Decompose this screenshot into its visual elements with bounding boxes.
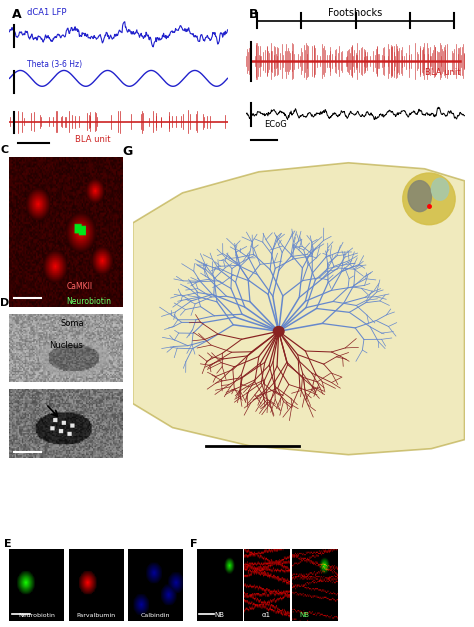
- Text: B: B: [249, 8, 258, 21]
- Text: Calbindin: Calbindin: [140, 613, 170, 618]
- Text: Nucleus: Nucleus: [49, 341, 83, 350]
- Text: BLA unit: BLA unit: [425, 68, 461, 78]
- Ellipse shape: [403, 173, 455, 224]
- Text: E: E: [4, 539, 12, 549]
- Circle shape: [273, 327, 284, 336]
- Text: ECoG: ECoG: [264, 120, 287, 129]
- Text: Theta (3-6 Hz): Theta (3-6 Hz): [27, 60, 82, 68]
- Text: G: G: [123, 145, 133, 158]
- Text: Neurobiotin: Neurobiotin: [18, 613, 55, 618]
- Text: α1: α1: [262, 612, 271, 618]
- Text: NB: NB: [299, 612, 309, 618]
- Polygon shape: [133, 163, 465, 455]
- Ellipse shape: [408, 181, 431, 212]
- Text: Footshocks: Footshocks: [328, 8, 383, 18]
- Text: Parvalbumin: Parvalbumin: [76, 613, 116, 618]
- Text: NB: NB: [214, 612, 224, 618]
- Text: A: A: [12, 8, 21, 21]
- Ellipse shape: [431, 178, 449, 200]
- Text: C: C: [0, 145, 9, 155]
- Text: CaMKII: CaMKII: [66, 282, 92, 291]
- Text: F: F: [190, 539, 198, 549]
- Text: D: D: [0, 298, 9, 308]
- Text: Neurobiotin: Neurobiotin: [66, 297, 111, 306]
- Text: dCA1 LFP: dCA1 LFP: [27, 8, 66, 17]
- Text: BLA unit: BLA unit: [75, 135, 110, 144]
- Text: Soma: Soma: [61, 319, 84, 328]
